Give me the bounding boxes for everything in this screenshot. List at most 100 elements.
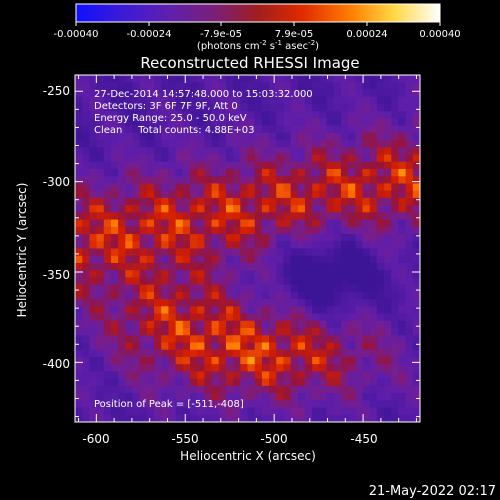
- heatmap-cell: [182, 212, 191, 220]
- heatmap-cell: [355, 393, 363, 401]
- heatmap-cell: [391, 378, 399, 387]
- heatmap-cell: [326, 103, 335, 112]
- heatmap-cell: [355, 125, 363, 134]
- heatmap-cell: [204, 154, 212, 163]
- heatmap-cell: [75, 132, 83, 141]
- heatmap-cell: [125, 328, 133, 336]
- heatmap-cell: [225, 118, 234, 127]
- heatmap-cell: [405, 393, 414, 401]
- heatmap-cell: [118, 291, 126, 300]
- heatmap-cell: [118, 313, 126, 322]
- heatmap-cell: [340, 176, 349, 184]
- heatmap-cell: [362, 89, 371, 98]
- heatmap-cell: [125, 385, 133, 394]
- heatmap-cell: [355, 168, 363, 177]
- heatmap-cell: [204, 371, 212, 380]
- heatmap-cell: [305, 219, 313, 228]
- heatmap-cell: [82, 342, 90, 351]
- heatmap-cell: [211, 241, 220, 249]
- heatmap-cell: [233, 89, 241, 98]
- heatmap-cell: [355, 299, 363, 307]
- heatmap-cell: [118, 356, 126, 365]
- heatmap-cell: [161, 219, 169, 228]
- heatmap-cell: [391, 118, 399, 127]
- heatmap-cell: [103, 89, 112, 98]
- heatmap-cell: [132, 284, 141, 293]
- heatmap-cell: [240, 335, 248, 343]
- heatmap-cell: [154, 407, 162, 416]
- heatmap-cell: [333, 89, 342, 98]
- heatmap-cell: [125, 364, 133, 372]
- heatmap-cell: [190, 306, 198, 314]
- heatmap-cell: [89, 183, 97, 192]
- heatmap-cell: [362, 371, 371, 380]
- heatmap-cell: [103, 313, 112, 322]
- heatmap-cell: [118, 241, 126, 249]
- heatmap-cell: [218, 82, 227, 90]
- heatmap-cell: [118, 371, 126, 380]
- heatmap-cell: [197, 212, 205, 220]
- heatmap-cell: [175, 248, 184, 257]
- heatmap-cell: [290, 89, 299, 98]
- heatmap-cell: [168, 241, 177, 249]
- heatmap-cell: [197, 356, 205, 365]
- heatmap-cell: [218, 277, 227, 286]
- heatmap-cell: [204, 349, 212, 358]
- heatmap-cell: [204, 277, 212, 286]
- heatmap-cell: [110, 190, 119, 199]
- heatmap-cell: [319, 262, 327, 271]
- heatmap-cell: [290, 248, 299, 257]
- heatmap-cell: [376, 349, 385, 358]
- heatmap-cell: [233, 262, 241, 271]
- heatmap-cell: [89, 407, 97, 416]
- heatmap-cell: [139, 118, 148, 127]
- heatmap-cell: [362, 212, 371, 220]
- heatmap-cell: [103, 103, 112, 112]
- heatmap-cell: [75, 161, 83, 170]
- heatmap-cell: [340, 226, 349, 235]
- heatmap-cell: [355, 284, 363, 293]
- heatmap-cell: [297, 364, 306, 372]
- heatmap-cell: [269, 277, 277, 286]
- heatmap-cell: [398, 212, 407, 220]
- heatmap-cell: [132, 168, 141, 177]
- heatmap-cell: [118, 255, 126, 264]
- heatmap-cell: [398, 393, 407, 401]
- heatmap-cell: [261, 125, 270, 134]
- heatmap-cell: [261, 168, 270, 177]
- heatmap-cell: [204, 82, 212, 90]
- heatmap-cell: [96, 75, 105, 83]
- heatmap-cell: [348, 371, 356, 380]
- heatmap-cell: [75, 378, 83, 387]
- heatmap-cell: [283, 400, 292, 408]
- heatmap-cell: [297, 96, 306, 105]
- heatmap-cell: [132, 356, 141, 365]
- heatmap-cell: [312, 299, 320, 307]
- heatmap-cell: [254, 161, 263, 170]
- heatmap-cell: [412, 154, 421, 163]
- heatmap-cell: [247, 154, 256, 163]
- heatmap-cell: [333, 226, 342, 235]
- heatmap-cell: [161, 190, 169, 199]
- heatmap-cell: [197, 89, 205, 98]
- heatmap-cell: [154, 349, 162, 358]
- heatmap-cell: [75, 234, 83, 242]
- heatmap-cell: [125, 219, 133, 228]
- heatmap-cell: [240, 407, 248, 416]
- heatmap-cell: [132, 205, 141, 213]
- heatmap-cell: [146, 335, 155, 343]
- heatmap-cell: [132, 111, 141, 119]
- heatmap-cell: [182, 270, 191, 278]
- heatmap-cell: [326, 284, 335, 293]
- heatmap-cell: [333, 378, 342, 387]
- heatmap-cell: [384, 407, 392, 416]
- heatmap-cell: [297, 219, 306, 228]
- heatmap-cell: [362, 356, 371, 365]
- heatmap-cell: [297, 226, 306, 235]
- heatmap-cell: [240, 183, 248, 192]
- heatmap-cell: [89, 75, 97, 83]
- heatmap-cell: [312, 168, 320, 177]
- heatmap-cell: [225, 378, 234, 387]
- heatmap-cell: [297, 197, 306, 206]
- heatmap-cell: [247, 168, 256, 177]
